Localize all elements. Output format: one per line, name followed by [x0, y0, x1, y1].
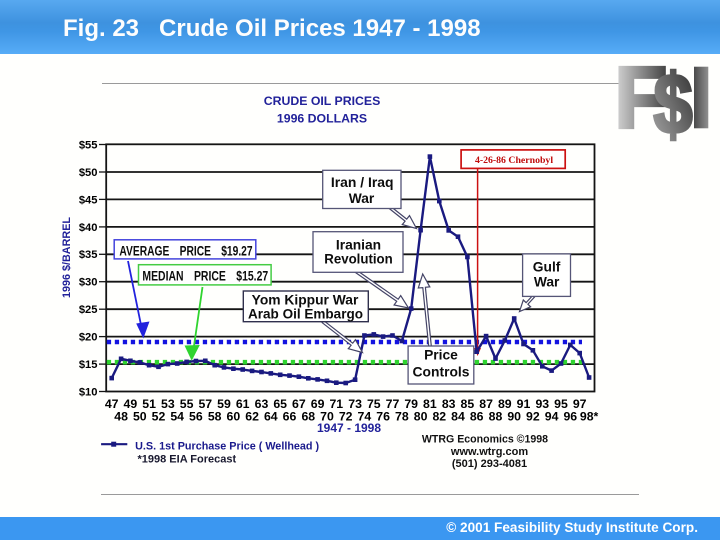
svg-text:93: 93: [535, 397, 549, 411]
svg-text:64: 64: [264, 410, 278, 424]
svg-text:76: 76: [376, 410, 390, 424]
svg-text:79: 79: [404, 397, 418, 411]
svg-text:90: 90: [507, 410, 521, 424]
svg-text:*1998 EIA Forecast: *1998 EIA Forecast: [138, 454, 237, 466]
svg-text:97: 97: [573, 397, 587, 411]
svg-text:87: 87: [479, 397, 493, 411]
svg-text:71: 71: [329, 397, 343, 411]
svg-text:62: 62: [245, 410, 259, 424]
svg-text:67: 67: [292, 397, 306, 411]
svg-text:Revolution: Revolution: [324, 252, 393, 267]
svg-text:U.S. 1st Purchase Price ( Well: U.S. 1st Purchase Price ( Wellhead ): [135, 440, 319, 452]
svg-text:83: 83: [442, 397, 456, 411]
svg-text:Price: Price: [424, 348, 458, 363]
svg-text:Yom Kippur War: Yom Kippur War: [252, 293, 359, 308]
svg-text:Controls: Controls: [413, 365, 470, 380]
svg-text:(501) 293-4081: (501) 293-4081: [452, 458, 527, 470]
svg-text:72: 72: [339, 410, 353, 424]
svg-text:73: 73: [348, 397, 362, 411]
svg-text:75: 75: [367, 397, 381, 411]
svg-text:60: 60: [227, 410, 241, 424]
svg-text:81: 81: [423, 397, 437, 411]
svg-text:85: 85: [461, 397, 475, 411]
svg-text:$50: $50: [79, 167, 98, 179]
svg-text:77: 77: [386, 397, 400, 411]
svg-text:$30: $30: [79, 277, 98, 289]
svg-text:53: 53: [161, 397, 175, 411]
svg-text:$40: $40: [79, 222, 98, 234]
svg-text:$10: $10: [79, 386, 98, 398]
svg-text:$55: $55: [79, 139, 98, 151]
svg-text:$35: $35: [79, 249, 98, 261]
svg-text:1996 $/BARREL: 1996 $/BARREL: [61, 217, 73, 298]
svg-text:94: 94: [545, 410, 559, 424]
svg-text:54: 54: [170, 410, 184, 424]
svg-text:Gulf: Gulf: [533, 260, 561, 275]
svg-text:CRUDE OIL PRICES: CRUDE OIL PRICES: [264, 94, 381, 108]
svg-text:65: 65: [273, 397, 287, 411]
svg-text:69: 69: [311, 397, 325, 411]
svg-text:WTRG Economics ©1998: WTRG Economics ©1998: [422, 434, 548, 446]
svg-text:Arab Oil Embargo: Arab Oil Embargo: [248, 307, 363, 322]
svg-text:AVERAGE PRICE $19.27: AVERAGE PRICE $19.27: [119, 244, 252, 259]
svg-text:4-26-86 Chernobyl: 4-26-86 Chernobyl: [475, 155, 553, 166]
svg-text:59: 59: [217, 397, 231, 411]
svg-text:66: 66: [283, 410, 297, 424]
svg-text:86: 86: [470, 410, 484, 424]
svg-text:$25: $25: [79, 304, 98, 316]
svg-text:War: War: [534, 275, 560, 290]
svg-text:56: 56: [189, 410, 203, 424]
svg-text:98*: 98*: [580, 410, 599, 424]
svg-text:84: 84: [451, 410, 465, 424]
svg-text:89: 89: [498, 397, 512, 411]
svg-text:57: 57: [198, 397, 212, 411]
svg-text:$: $: [654, 58, 693, 152]
svg-text:78: 78: [395, 410, 409, 424]
svg-text:MEDIAN PRICE $15.27: MEDIAN PRICE $15.27: [142, 269, 268, 284]
svg-text:$15: $15: [79, 359, 98, 371]
svg-text:Iranian: Iranian: [336, 238, 381, 253]
svg-text:50: 50: [133, 410, 147, 424]
svg-text:95: 95: [554, 397, 568, 411]
svg-text:61: 61: [236, 397, 250, 411]
svg-text:70: 70: [320, 410, 334, 424]
svg-text:$45: $45: [79, 194, 98, 206]
svg-text:49: 49: [124, 397, 138, 411]
svg-text:1947 - 1998: 1947 - 1998: [317, 421, 381, 435]
svg-text:58: 58: [208, 410, 222, 424]
svg-text:51: 51: [142, 397, 156, 411]
svg-text:Iran / Iraq: Iran / Iraq: [331, 175, 394, 190]
svg-text:War: War: [349, 191, 375, 206]
svg-text:91: 91: [517, 397, 531, 411]
svg-text:48: 48: [114, 410, 128, 424]
svg-text:F: F: [614, 50, 667, 147]
svg-text:96: 96: [563, 410, 577, 424]
svg-text:55: 55: [180, 397, 194, 411]
svg-text:88: 88: [489, 410, 503, 424]
svg-text:www.wtrg.com: www.wtrg.com: [450, 446, 528, 458]
svg-text:82: 82: [432, 410, 446, 424]
svg-text:80: 80: [414, 410, 428, 424]
svg-text:52: 52: [152, 410, 166, 424]
svg-text:68: 68: [301, 410, 315, 424]
svg-text:63: 63: [255, 397, 269, 411]
svg-text:74: 74: [358, 410, 372, 424]
svg-text:47: 47: [105, 397, 119, 411]
svg-text:1996 DOLLARS: 1996 DOLLARS: [277, 112, 367, 126]
svg-text:92: 92: [526, 410, 540, 424]
svg-text:$20: $20: [79, 332, 98, 344]
